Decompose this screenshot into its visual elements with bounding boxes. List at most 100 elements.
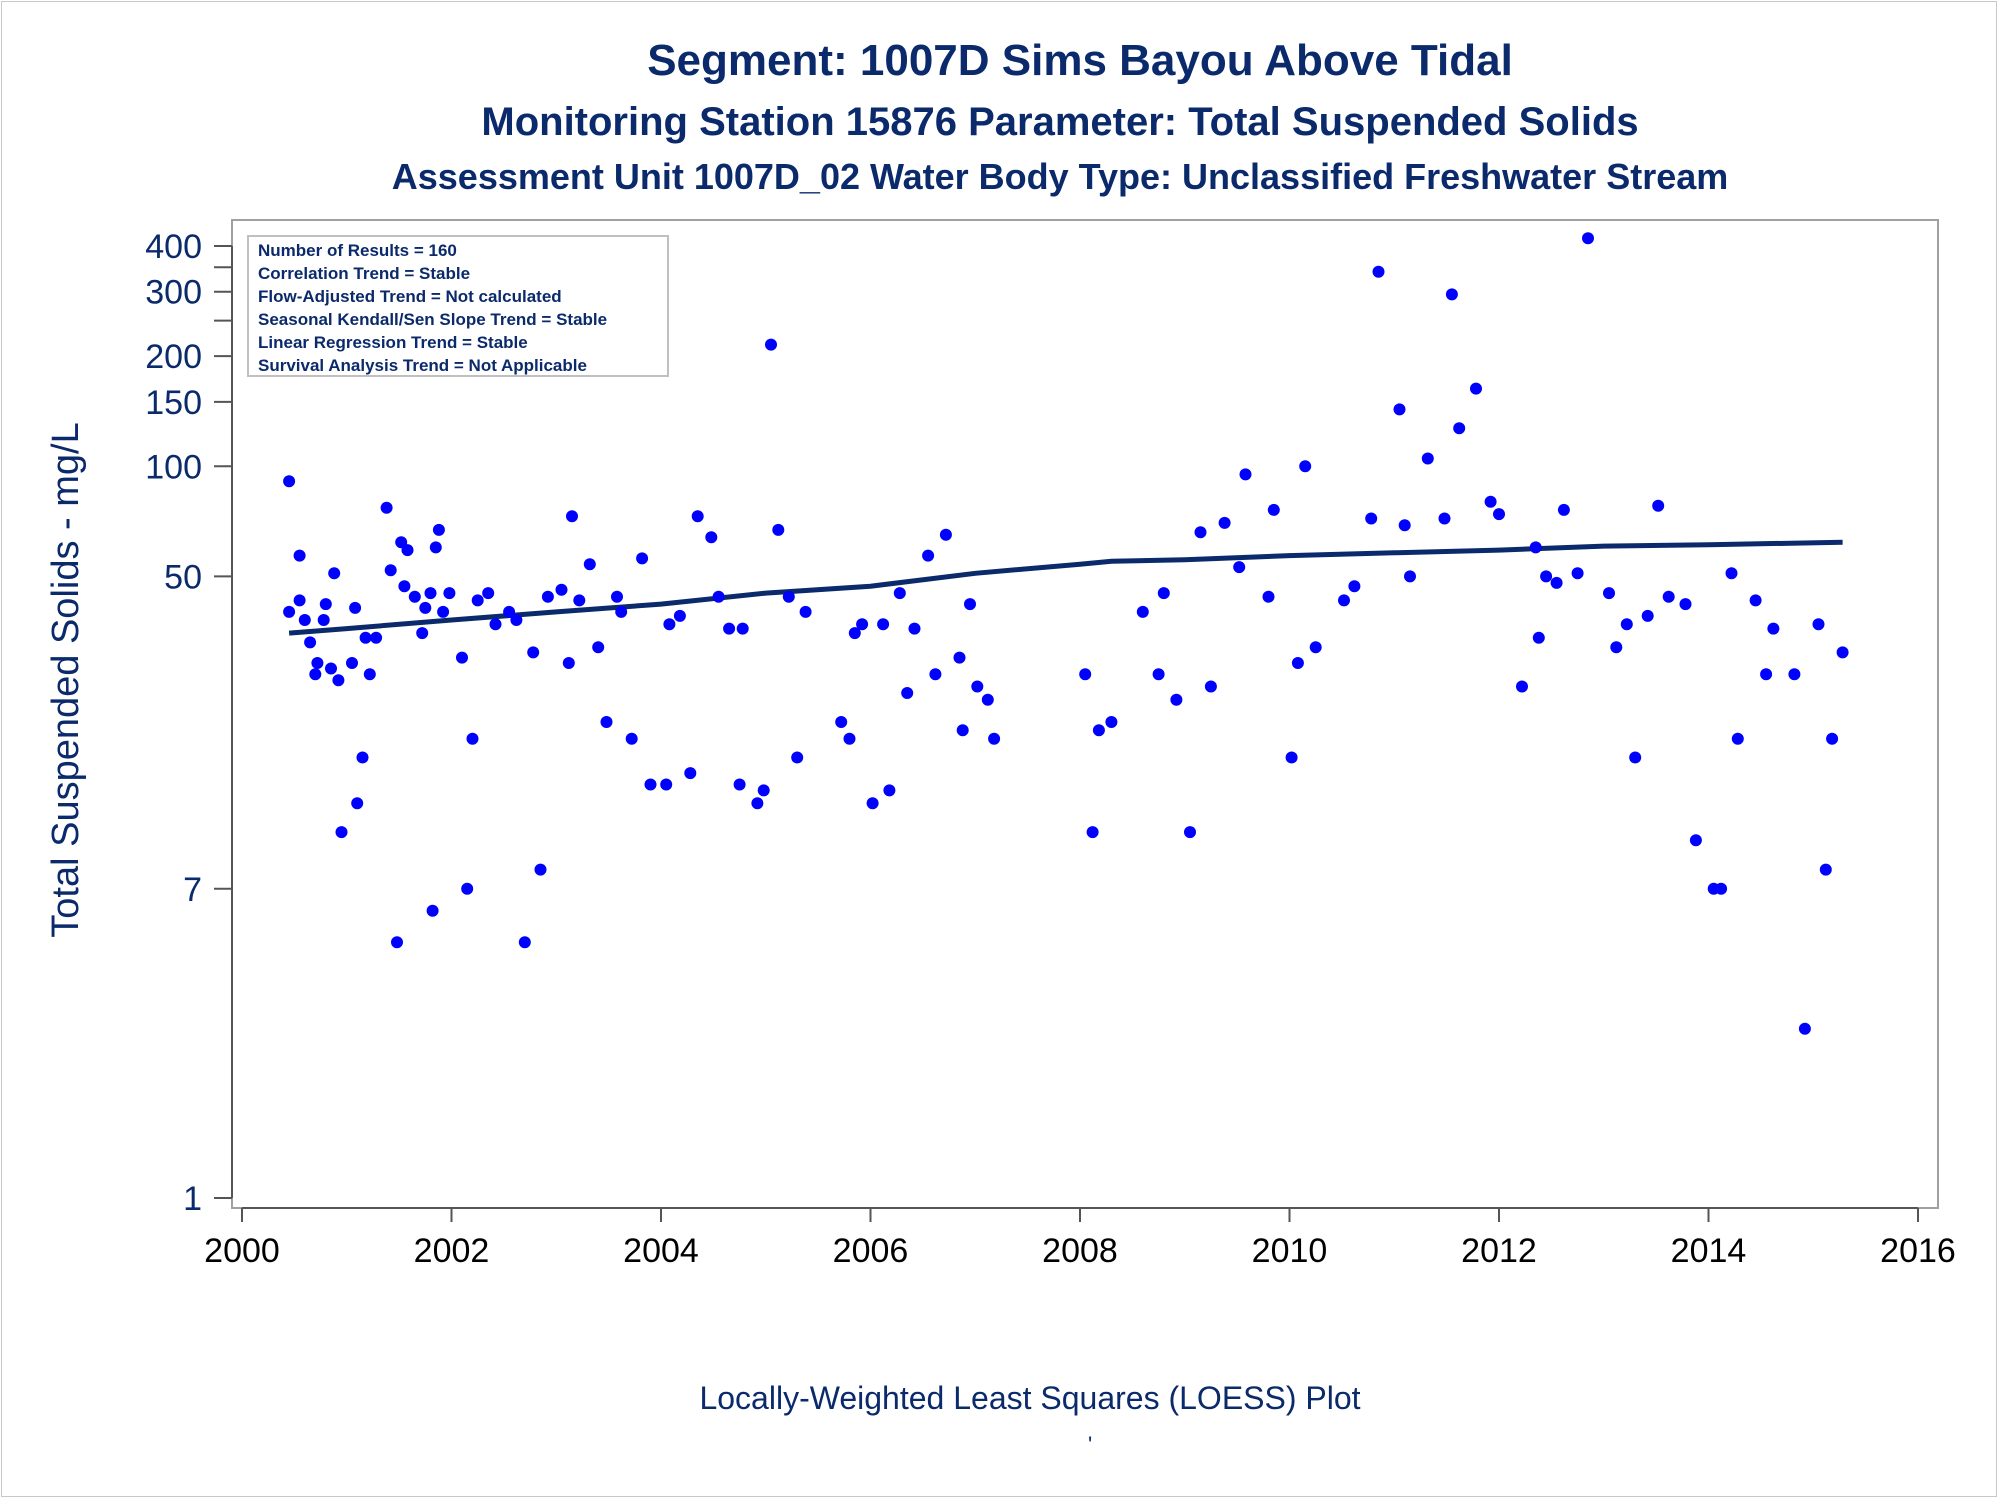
data-point xyxy=(398,580,411,593)
data-point xyxy=(848,627,861,640)
data-point xyxy=(380,501,393,514)
data-point xyxy=(1532,631,1545,644)
legend-line: Correlation Trend = Stable xyxy=(258,264,470,283)
x-tick-label: 2010 xyxy=(1252,1232,1328,1270)
data-point xyxy=(346,657,358,669)
data-point xyxy=(1767,622,1780,635)
data-point xyxy=(1620,618,1633,631)
y-tick-label: 1 xyxy=(183,1180,202,1218)
data-point xyxy=(1239,468,1252,481)
data-point xyxy=(443,587,456,600)
data-point xyxy=(1731,732,1744,745)
data-point xyxy=(325,662,337,675)
data-point xyxy=(1798,1022,1811,1035)
data-point xyxy=(408,590,421,603)
data-point xyxy=(1529,541,1542,554)
data-point xyxy=(391,936,403,949)
data-point xyxy=(1194,526,1207,539)
data-point xyxy=(1092,724,1105,737)
data-point xyxy=(1629,751,1642,764)
data-point xyxy=(304,636,317,649)
data-point xyxy=(328,567,341,580)
chart-subtitle-station: Monitoring Station 15876 Parameter: Tota… xyxy=(481,100,1639,144)
data-point xyxy=(956,724,969,737)
data-point xyxy=(1348,580,1361,593)
data-point xyxy=(432,523,445,536)
data-point xyxy=(1204,680,1217,693)
data-point xyxy=(1393,403,1406,416)
data-point xyxy=(1338,594,1350,607)
data-point xyxy=(1285,751,1298,764)
y-tick-label: 300 xyxy=(145,274,202,312)
data-point xyxy=(1760,668,1773,681)
data-point xyxy=(782,590,795,603)
y-tick-label: 100 xyxy=(145,448,202,486)
data-point xyxy=(566,510,578,523)
data-point xyxy=(1262,590,1275,603)
data-point xyxy=(1540,570,1553,583)
x-tick-label: 2004 xyxy=(623,1232,699,1270)
data-point xyxy=(751,797,764,810)
y-tick-label: 200 xyxy=(145,338,202,376)
data-point xyxy=(1184,826,1196,839)
data-point xyxy=(1819,863,1832,876)
data-point xyxy=(660,778,673,791)
data-point xyxy=(429,541,442,554)
data-point xyxy=(1372,265,1385,278)
data-point xyxy=(1105,716,1118,728)
data-point xyxy=(684,767,697,780)
points-layer xyxy=(283,232,1849,1035)
data-point xyxy=(877,618,890,631)
data-point xyxy=(456,651,468,664)
y-axis-label: Total Suspended Solids - mg/L xyxy=(45,422,87,937)
data-point xyxy=(1788,668,1801,681)
data-point xyxy=(1582,232,1594,245)
data-point xyxy=(332,674,345,687)
data-point xyxy=(424,587,437,600)
data-point xyxy=(1725,567,1738,580)
y-tick-label: 7 xyxy=(183,871,202,909)
x-tick-label: 2000 xyxy=(204,1232,280,1270)
data-point xyxy=(534,863,547,876)
data-point xyxy=(416,627,429,640)
data-point xyxy=(893,587,906,600)
data-point xyxy=(1652,499,1665,512)
data-point xyxy=(736,622,749,635)
data-point xyxy=(351,797,364,810)
x-axis: 2000 2002 2004 2006 2008 2010 2012 2014 2016 xyxy=(204,1207,1956,1270)
data-point xyxy=(1603,587,1615,600)
legend-line: Linear Regression Trend = Stable xyxy=(258,333,528,352)
data-point xyxy=(964,598,976,611)
data-point xyxy=(772,523,785,536)
data-point xyxy=(866,797,879,810)
data-point xyxy=(712,590,725,603)
data-point xyxy=(1557,503,1570,516)
data-point xyxy=(615,605,628,618)
data-point xyxy=(835,716,848,728)
data-point xyxy=(562,657,575,669)
y-tick-label: 50 xyxy=(164,558,202,596)
data-point xyxy=(611,590,623,603)
data-point xyxy=(293,594,306,607)
x-tick-label: 2006 xyxy=(833,1232,909,1270)
data-point xyxy=(856,618,869,631)
data-point xyxy=(1404,570,1416,583)
data-point xyxy=(971,680,984,693)
data-point xyxy=(908,622,921,635)
data-point xyxy=(1516,680,1528,693)
data-point xyxy=(883,784,896,797)
data-point xyxy=(359,631,372,644)
data-point xyxy=(335,826,348,839)
data-point xyxy=(1571,567,1584,580)
data-point xyxy=(1610,641,1623,654)
data-point xyxy=(733,778,746,791)
data-point xyxy=(901,687,914,699)
data-point xyxy=(1218,516,1231,529)
footnote: Locally-Weighted Least Squares (LOESS) P… xyxy=(699,1380,1361,1416)
data-point xyxy=(1291,657,1304,669)
legend-line: Survival Analysis Trend = Not Applicable xyxy=(258,356,587,375)
x-tick-label: 2016 xyxy=(1880,1232,1956,1270)
data-point xyxy=(791,751,804,764)
data-point xyxy=(1641,609,1654,622)
